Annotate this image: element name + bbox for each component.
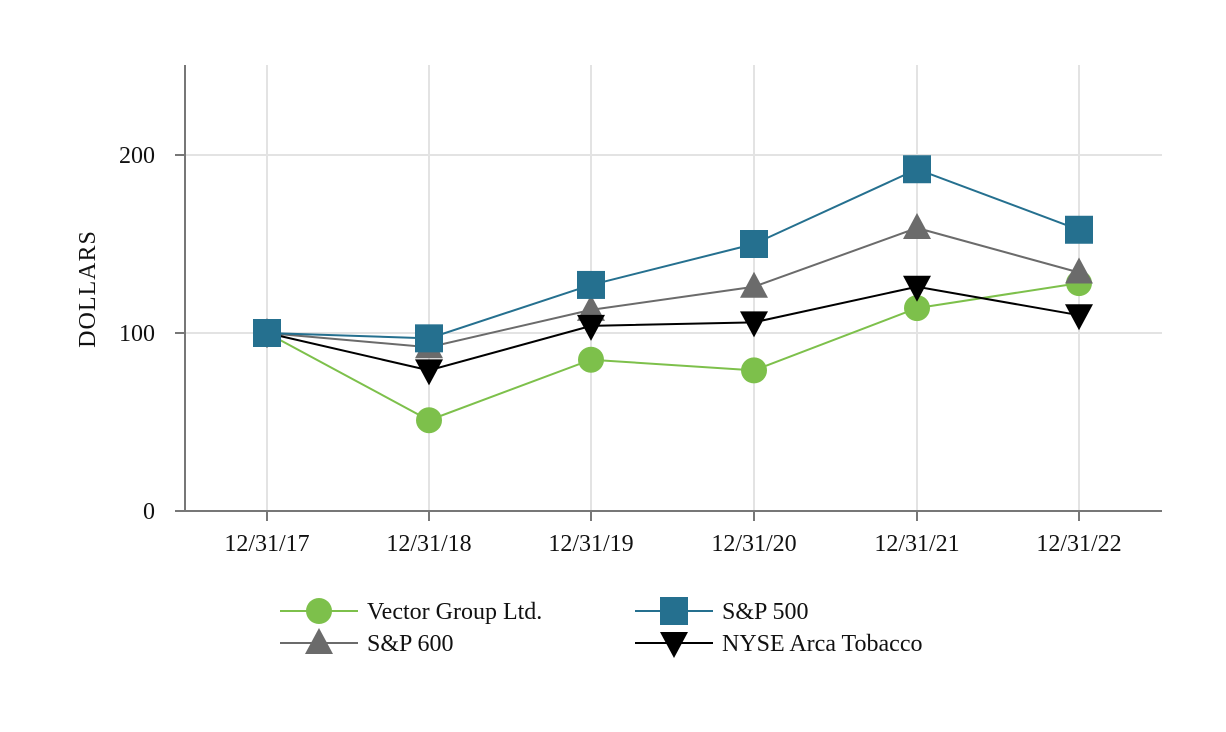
data-point	[253, 319, 281, 347]
data-point	[577, 270, 605, 299]
data-point	[578, 346, 604, 373]
data-point	[740, 271, 768, 298]
data-point	[1065, 304, 1093, 331]
y-axis-label: DOLLARS	[75, 230, 101, 348]
legend-label: NYSE Arca Tobacco	[722, 631, 922, 657]
data-point	[415, 324, 443, 353]
data-point	[1065, 257, 1093, 284]
gridlines	[185, 65, 1162, 511]
x-tick-label: 12/31/17	[224, 531, 309, 557]
x-tick-label: 12/31/21	[874, 531, 959, 557]
legend-item: Vector Group Ltd.	[280, 598, 542, 625]
data-point	[740, 230, 768, 258]
legend-marker	[306, 598, 332, 624]
legend-label: Vector Group Ltd.	[367, 599, 542, 625]
x-tick-label: 12/31/20	[711, 531, 796, 557]
data-point	[903, 212, 931, 239]
series-line	[266, 226, 1080, 349]
data-point	[741, 357, 767, 384]
legend: Vector Group Ltd. S&P 500 S&P 600 NYSE Arca…	[280, 597, 922, 658]
y-tick-label: 200	[119, 143, 155, 169]
x-tick-label: 12/31/19	[548, 531, 633, 557]
x-tick-label: 12/31/22	[1036, 531, 1121, 557]
data-point	[904, 295, 930, 322]
series-line	[266, 282, 1080, 422]
legend-marker	[305, 628, 333, 654]
series-nyse-arca-tobacco	[253, 275, 1093, 386]
legend-item: S&P 500	[635, 597, 808, 625]
y-tick-label: 100	[119, 321, 155, 347]
legend-label: S&P 600	[367, 631, 453, 657]
data-point	[903, 155, 931, 184]
legend-marker	[660, 632, 688, 658]
legend-label: S&P 500	[722, 599, 808, 625]
legend-marker	[660, 597, 688, 625]
data-point	[903, 275, 931, 302]
data-point	[1065, 215, 1093, 244]
data-point	[577, 314, 605, 341]
legend-item: NYSE Arca Tobacco	[635, 631, 922, 658]
x-tick-label: 12/31/18	[386, 531, 471, 557]
series-s-p-500	[253, 155, 1093, 353]
legend-item: S&P 600	[280, 628, 453, 657]
data-point	[740, 311, 768, 338]
data-point	[577, 294, 605, 321]
y-tick-label: 0	[143, 499, 155, 525]
series-line	[266, 168, 1080, 340]
data-point	[415, 359, 443, 386]
data-point	[416, 407, 442, 434]
series-line	[266, 285, 1080, 372]
